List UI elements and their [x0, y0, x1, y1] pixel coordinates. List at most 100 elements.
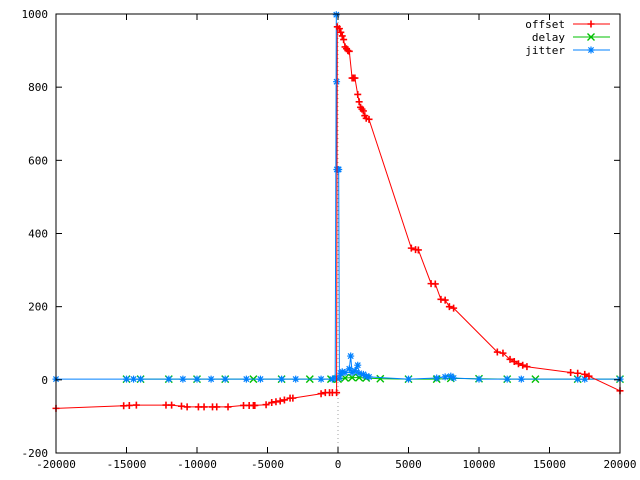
x-tick-label: -10000 [177, 458, 217, 471]
tick-layer: -20000 -15000 -10000 -5000 0 5000 10000 15000 20… [22, 8, 637, 471]
data-point [414, 246, 422, 254]
data-point [407, 244, 415, 252]
legend-label-jitter: jitter [525, 44, 565, 57]
data-point [292, 375, 300, 383]
data-point [574, 369, 582, 377]
legend-label-offset: offset [525, 18, 565, 31]
y-tick-label: 200 [28, 301, 48, 314]
data-point [445, 303, 453, 311]
data-point [587, 20, 595, 28]
x-tick-label: 15000 [533, 458, 566, 471]
legend-label-delay: delay [532, 31, 565, 44]
data-point [365, 115, 373, 123]
data-point [355, 369, 363, 377]
data-point [354, 90, 362, 98]
data-point [493, 348, 501, 356]
data-point [376, 374, 385, 383]
data-point [567, 369, 575, 377]
data-point [183, 403, 191, 411]
data-point [333, 78, 341, 86]
data-point [475, 375, 483, 383]
data-point [132, 401, 140, 409]
data-point [450, 304, 458, 312]
x-tick-label: 20000 [603, 458, 636, 471]
data-point [441, 296, 449, 304]
data-point [351, 367, 359, 375]
data-point [345, 365, 353, 373]
data-point [338, 32, 346, 40]
data-point [581, 375, 589, 383]
data-point [207, 375, 215, 383]
data-point [242, 375, 250, 383]
x-tick-label: -5000 [251, 458, 284, 471]
data-point [317, 375, 325, 383]
y-tick-label: 400 [28, 228, 48, 241]
data-point [130, 375, 138, 383]
x-tick-label: 5000 [395, 458, 422, 471]
data-point [335, 165, 343, 173]
data-point [341, 369, 349, 377]
data-point [506, 355, 514, 363]
data-point [331, 374, 339, 382]
data-point [224, 403, 232, 411]
x-tick-label: 10000 [462, 458, 495, 471]
data-point [447, 372, 455, 380]
data-point [365, 373, 373, 381]
data-point [503, 375, 511, 383]
data-point [289, 394, 297, 402]
data-point [335, 25, 343, 33]
data-point [499, 349, 507, 357]
series-layer [52, 11, 624, 412]
data-point [125, 401, 133, 409]
x-tick-label: -20000 [36, 458, 76, 471]
x-tick-label: -15000 [107, 458, 147, 471]
data-point [362, 372, 370, 380]
data-point [200, 403, 208, 411]
data-point [587, 33, 595, 41]
data-point [165, 375, 173, 383]
series-offset [52, 23, 624, 412]
data-point [585, 372, 593, 380]
data-point [221, 375, 229, 383]
data-point [338, 368, 346, 376]
data-point [574, 375, 582, 383]
data-point [278, 375, 286, 383]
data-point [335, 374, 343, 382]
data-point [433, 374, 441, 382]
data-point [519, 361, 527, 369]
data-point [348, 369, 356, 377]
data-point [328, 375, 336, 383]
data-point [431, 280, 439, 288]
y-tick-label: -200 [22, 447, 49, 460]
data-point [351, 74, 359, 82]
data-point [345, 47, 353, 55]
y-tick-label: 600 [28, 154, 48, 167]
data-point [332, 11, 340, 19]
data-point [359, 107, 367, 115]
data-point [137, 375, 145, 383]
y-tick-label: 0 [41, 374, 48, 387]
data-point [340, 36, 348, 44]
data-point [450, 374, 458, 382]
data-point [581, 370, 589, 378]
data-point [337, 28, 345, 36]
data-point [405, 375, 412, 383]
data-point [262, 401, 270, 409]
data-point [280, 396, 288, 404]
y-tick-label: 1000 [22, 8, 49, 21]
data-point [587, 46, 595, 54]
data-point [441, 373, 449, 381]
data-point [354, 361, 362, 369]
data-point [510, 358, 518, 366]
data-point [251, 401, 259, 409]
data-point [193, 375, 201, 383]
data-point [517, 375, 525, 383]
data-point [514, 360, 522, 368]
data-point [179, 375, 187, 383]
x-tick-label: 0 [335, 458, 342, 471]
series-jitter [52, 11, 624, 383]
data-point [123, 375, 130, 383]
